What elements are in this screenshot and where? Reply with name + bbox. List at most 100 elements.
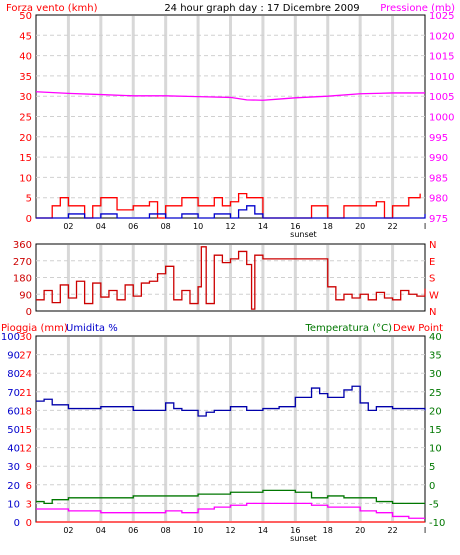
humidity-tick-label: 80: [7, 369, 20, 380]
pressure-tick-label: 995: [429, 133, 448, 144]
temperature-tick-label: 10: [429, 444, 442, 455]
wind-x-tick-label: 22: [387, 222, 397, 231]
humidity-tick-label: 60: [7, 406, 20, 417]
pressure-tick-label: 1015: [429, 52, 454, 63]
wind-speed-tick-label: 40: [19, 52, 32, 63]
rain-tick-label: 6: [26, 481, 32, 492]
direction-compass-tick-label: N: [429, 240, 436, 251]
rain-tick-label: 21: [19, 388, 32, 399]
humidity-tick-label: 30: [7, 462, 20, 473]
temp-x-tick-label: 08: [161, 526, 171, 535]
temperature-tick-label: 25: [429, 388, 442, 399]
rain-tick-label: 3: [26, 499, 32, 510]
pressure-tick-label: 980: [429, 194, 448, 205]
temperature-tick-label: 40: [429, 332, 442, 343]
humidity-axis-label: Umidita %: [66, 323, 118, 334]
wind-direction-line: [36, 246, 426, 310]
rain-tick-label: 12: [19, 444, 32, 455]
wind-speed-tick-label: 20: [19, 133, 32, 144]
direction-degrees-tick-label: 180: [13, 274, 32, 285]
wind-x-tick-label: 10: [193, 222, 203, 231]
temperature-tick-label: 5: [429, 462, 435, 473]
temperature-line: [36, 385, 426, 417]
temperature-tick-label: -5: [429, 499, 439, 510]
temp-x-tick-label: 18: [323, 526, 333, 535]
pressure-tick-label: 1005: [429, 92, 454, 103]
temp-x-tick-label: 14: [258, 526, 268, 535]
humidity-tick-label: 40: [7, 444, 20, 455]
direction-degrees-tick-label: 270: [13, 257, 32, 268]
humidity-tick-label: 0: [14, 518, 20, 529]
chart-title: 24 hour graph day : 17 Dicembre 2009: [164, 3, 359, 14]
pressure-tick-label: 975: [429, 214, 448, 225]
temperature-tick-label: 30: [429, 369, 442, 380]
rain-tick-label: 0: [26, 518, 32, 529]
direction-compass-tick-label: N: [429, 307, 436, 318]
pressure-tick-label: 985: [429, 173, 448, 184]
wind-speed-axis-label: Forza vento (kmh): [6, 3, 98, 14]
temp-x-tick-label: I: [424, 526, 426, 535]
direction-degrees-tick-label: 90: [19, 290, 32, 301]
humidity-tick-label: 50: [7, 425, 20, 436]
temp-x-tick-label: 16: [290, 526, 300, 535]
rain-tick-label: 15: [19, 425, 32, 436]
wind-x-tick-label: 06: [128, 222, 138, 231]
direction-compass-tick-label: W: [429, 290, 439, 301]
wind-speed-tick-label: 45: [19, 31, 32, 42]
temperature-tick-label: 20: [429, 406, 442, 417]
wind-x-tick-label: 20: [355, 222, 365, 231]
temp-x-tick-label: 04: [96, 526, 106, 535]
wind-gust-line: [36, 192, 421, 219]
direction-degrees-tick-label: 0: [26, 307, 32, 318]
wind-speed-line: [36, 205, 426, 219]
pressure-tick-label: 1000: [429, 113, 454, 124]
wind-x-annotation: sunset: [290, 230, 317, 239]
pressure-axis-label: Pressione (mb): [380, 3, 455, 14]
rain-tick-label: 30: [19, 332, 32, 343]
rain-tick-label: 27: [19, 351, 32, 362]
direction-compass-tick-label: S: [429, 274, 435, 285]
direction-compass-tick-label: E: [429, 257, 435, 268]
dew-point-line: [36, 489, 425, 505]
wind-x-tick-label: 18: [323, 222, 333, 231]
temp-x-tick-label: 22: [387, 526, 397, 535]
wind-pressure-panel: 0510152025303540455097598098599099510001…: [19, 11, 454, 239]
wind-speed-tick-label: 15: [19, 153, 32, 164]
wind-x-tick-label: 04: [96, 222, 106, 231]
wind-speed-tick-label: 0: [26, 214, 32, 225]
temperature-tick-label: 15: [429, 425, 442, 436]
dew-point-axis-label: Dew Point: [393, 323, 443, 334]
wind-speed-tick-label: 30: [19, 92, 32, 103]
humidity-tick-label: 70: [7, 388, 20, 399]
humidity-line: [36, 502, 425, 519]
direction-degrees-tick-label: 360: [13, 240, 32, 251]
wind-x-tick-label: I: [424, 222, 426, 231]
rain-tick-label: 18: [19, 406, 32, 417]
rain-tick-label: 9: [26, 462, 32, 473]
pressure-tick-label: 1010: [429, 72, 454, 83]
wind-x-tick-label: 12: [225, 222, 235, 231]
wind-speed-tick-label: 50: [19, 11, 32, 22]
rain-axis-label: Pioggia (mm): [1, 323, 68, 334]
pressure-tick-label: 1020: [429, 31, 454, 42]
wind-speed-tick-label: 5: [26, 194, 32, 205]
humidity-tick-label: 100: [1, 332, 20, 343]
pressure-line: [35, 91, 425, 101]
wind-speed-tick-label: 25: [19, 113, 32, 124]
temp-x-tick-label: 06: [128, 526, 138, 535]
temperature-tick-label: -10: [429, 518, 445, 529]
pressure-tick-label: 990: [429, 153, 448, 164]
temperature-humidity-panel: 0102030405060708090100036912151821242730…: [1, 332, 445, 543]
temperature-axis-label: Temperatura (°C): [304, 323, 392, 334]
wind-x-tick-label: 14: [258, 222, 268, 231]
temp-x-tick-label: 10: [193, 526, 203, 535]
temp-x-tick-label: 02: [63, 526, 73, 535]
wind-speed-tick-label: 10: [19, 173, 32, 184]
temperature-tick-label: 35: [429, 351, 442, 362]
humidity-tick-label: 90: [7, 351, 20, 362]
temp-x-tick-label: 20: [355, 526, 365, 535]
humidity-tick-label: 10: [7, 499, 20, 510]
wind-x-tick-label: 08: [161, 222, 171, 231]
